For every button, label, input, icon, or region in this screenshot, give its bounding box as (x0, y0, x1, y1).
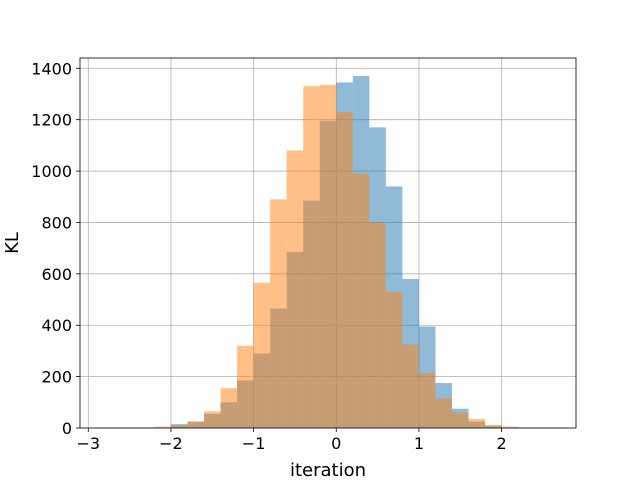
y-tick-label: 400 (41, 316, 72, 335)
histogram-bar-series-2 (154, 426, 171, 428)
histogram-bar-series-2 (187, 421, 204, 428)
x-tick-label: 1 (414, 434, 424, 453)
plot-frame (79, 57, 577, 429)
histogram-bar-series-2 (501, 426, 519, 428)
histogram-bar-series-2 (220, 388, 238, 428)
x-tick-label: 0 (331, 434, 341, 453)
histogram-bar-series-2 (237, 345, 254, 428)
histogram-bar-series-2 (369, 222, 386, 428)
histogram-bar-series-2 (418, 372, 436, 428)
y-tick-label: 0 (62, 419, 72, 438)
histogram-bar-series-2 (204, 411, 221, 428)
histogram-bar-series-2 (253, 282, 271, 428)
x-tick-label: 2 (497, 434, 507, 453)
y-tick-label: 1400 (31, 59, 72, 78)
y-tick-label: 200 (41, 368, 72, 387)
x-axis-label: iteration (290, 460, 366, 480)
histogram-bar-series-2 (286, 150, 304, 428)
y-axis-label: KL (2, 232, 23, 254)
histogram-bar-series-2 (170, 425, 188, 428)
x-tick-label: −3 (76, 434, 100, 453)
ticks-layer: −3 −2 −1 0 1 2 0 200 400 600 800 1000 1200 1400 (31, 59, 506, 453)
histogram-bar-series-2 (336, 111, 353, 428)
bars-layer (154, 75, 519, 429)
histogram-bar-series-2 (485, 424, 502, 428)
x-tick-label: −2 (159, 434, 183, 453)
y-tick-label: 800 (41, 213, 72, 232)
y-tick-label: 1200 (31, 111, 72, 130)
histogram-bar-series-2 (468, 419, 486, 428)
y-tick-label: 600 (41, 265, 72, 284)
histogram-bar-series-2 (435, 398, 452, 428)
x-tick-label: −1 (242, 434, 266, 453)
histogram-bar-series-2 (385, 291, 403, 428)
histogram-bar-series-2 (352, 173, 370, 428)
histogram-bar-series-2 (319, 84, 337, 429)
histogram-bar-series-2 (303, 86, 320, 428)
histogram-bar-series-2 (452, 412, 469, 428)
histogram-bar-series-2 (402, 344, 419, 428)
histogram-bar-series-2 (270, 199, 287, 428)
y-tick-label: 1000 (31, 162, 72, 181)
